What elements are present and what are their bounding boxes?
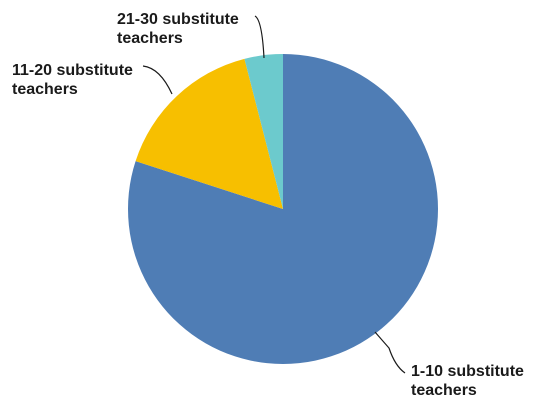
pie-slices <box>128 54 439 364</box>
slice-label-line: teachers <box>117 30 183 47</box>
slice-label-2: 11-20 substitute teachers <box>12 62 133 98</box>
slice-label-line: teachers <box>411 382 477 398</box>
leader-line-3 <box>254 15 265 59</box>
slice-label-1: 1-10 substitute teachers <box>411 363 524 398</box>
slice-label-line: 21-30 substitute <box>117 11 239 28</box>
leader-line-2 <box>142 65 173 95</box>
slice-label-line: teachers <box>12 81 78 98</box>
slice-label-line: 1-10 substitute <box>411 363 524 380</box>
pie-slice-3 <box>244 54 283 209</box>
pie-slice-2 <box>135 58 283 210</box>
pie-slice-1 <box>128 54 439 364</box>
slice-label-line: 11-20 substitute <box>12 62 133 79</box>
slice-label-3: 21-30 substitute teachers <box>117 11 239 47</box>
leader-line-1 <box>374 331 406 374</box>
